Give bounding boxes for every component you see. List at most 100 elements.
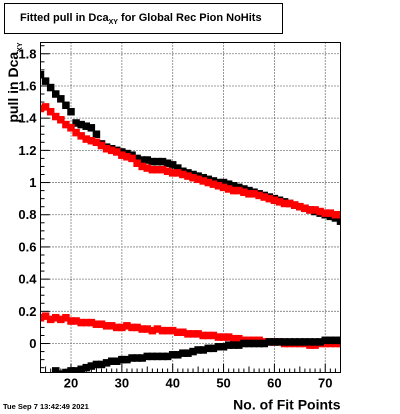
data-point: [138, 354, 146, 362]
data-point: [245, 339, 253, 348]
data-point: [92, 320, 101, 328]
data-point: [92, 360, 101, 369]
data-point: [158, 352, 167, 361]
data-point: [336, 217, 341, 225]
data-point: [184, 349, 192, 357]
axis-labels: 20 30 40 50 60 70 0 0.2 0.4 0.6 0.8 1 1.2 1.4 1.6 1.8 No…: [5, 42, 341, 412]
data-point: [260, 339, 268, 348]
x-axis-label: No. of Fit Points: [233, 397, 341, 413]
title-box: Fitted pull in DcaXY for Global Rec Pion…: [4, 3, 283, 34]
data-point: [41, 312, 50, 320]
data-point: [199, 346, 207, 354]
data-point: [235, 334, 243, 343]
data-point: [143, 156, 152, 164]
data-point: [189, 173, 197, 182]
data-point: [77, 132, 85, 140]
data-point: [214, 182, 223, 190]
data-point: [148, 165, 157, 174]
data-point: [133, 159, 141, 167]
data-point: [143, 325, 152, 333]
data-point: [194, 346, 202, 354]
data-point: [179, 170, 187, 179]
data-point: [148, 157, 157, 166]
data-point: [265, 338, 274, 346]
data-point: [209, 344, 218, 353]
data-point: [143, 352, 152, 361]
data-point: [306, 206, 314, 214]
data-point: [174, 328, 182, 337]
data-series: [40, 70, 341, 373]
y-tick-label: 0.6: [18, 239, 36, 254]
x-tick-label: 40: [165, 376, 179, 391]
data-point: [67, 367, 75, 373]
data-point: [229, 341, 238, 349]
data-point: [301, 338, 309, 346]
data-point: [326, 209, 335, 217]
y-tick-label: 1.4: [18, 111, 37, 126]
data-point: [255, 191, 263, 200]
data-point: [235, 341, 243, 349]
data-point: [62, 314, 70, 322]
y-tick-label: 1.6: [18, 78, 36, 93]
data-point: [148, 352, 157, 361]
data-point: [163, 326, 172, 335]
data-point: [168, 169, 177, 177]
data-point: [123, 322, 131, 330]
data-point: [62, 368, 70, 373]
x-tick-label: 20: [64, 376, 78, 391]
data-point: [153, 325, 162, 333]
data-point: [301, 204, 309, 213]
data-point: [336, 210, 341, 219]
y-tick-label: 1.2: [18, 143, 36, 158]
data-point: [153, 157, 162, 166]
data-point: [235, 186, 243, 195]
data-point: [174, 351, 182, 359]
data-point: [214, 333, 223, 341]
data-point: [102, 359, 111, 367]
data-point: [219, 342, 228, 351]
data-point: [118, 355, 126, 364]
data-point: [270, 338, 279, 346]
data-point: [62, 101, 70, 110]
data-point: [97, 360, 106, 369]
data-point: [133, 154, 141, 163]
data-point: [245, 190, 253, 198]
data-point: [255, 339, 263, 348]
y-tick-label: 0: [29, 336, 36, 351]
y-tick-label: 0.2: [18, 304, 36, 319]
data-point: [87, 124, 96, 132]
series-3: [52, 336, 341, 373]
data-point: [57, 95, 65, 103]
data-point: [102, 322, 111, 330]
data-point: [158, 157, 167, 166]
data-point: [46, 83, 55, 92]
data-point: [87, 362, 96, 370]
data-point: [285, 338, 294, 346]
data-point: [107, 146, 116, 155]
data-point: [174, 169, 182, 177]
data-point: [229, 186, 238, 195]
data-point: [41, 103, 50, 111]
y-tick-label: 1.8: [18, 46, 36, 61]
data-point: [179, 328, 187, 337]
data-point: [67, 317, 75, 325]
data-point: [224, 185, 233, 193]
data-point: [52, 112, 60, 121]
data-point: [199, 331, 207, 340]
data-point: [72, 119, 80, 127]
data-point: [240, 339, 248, 348]
grid: [40, 42, 341, 373]
data-point: [209, 180, 218, 188]
timestamp: Tue Sep 7 13:42:49 2021: [3, 402, 89, 411]
data-point: [229, 334, 238, 343]
data-point: [153, 165, 162, 174]
data-point: [184, 172, 192, 180]
data-point: [290, 201, 299, 209]
data-point: [133, 323, 141, 332]
data-point: [87, 136, 96, 145]
data-point: [138, 162, 146, 171]
data-point: [168, 326, 177, 335]
data-point: [133, 354, 141, 362]
data-point: [174, 164, 182, 172]
data-point: [275, 338, 284, 346]
